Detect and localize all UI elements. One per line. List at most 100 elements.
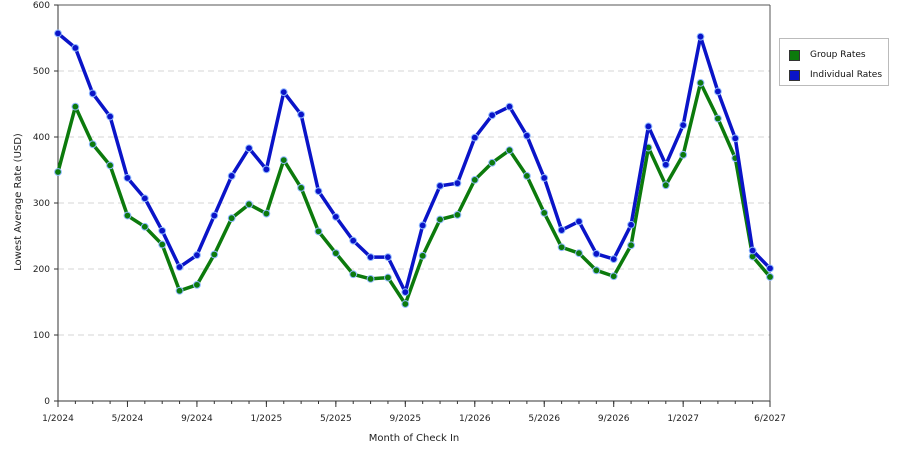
point-individual-rates-15 — [314, 187, 323, 196]
point-individual-rates-27 — [522, 131, 531, 140]
point-individual-rates-12 — [262, 165, 271, 174]
point-group-rates-19 — [384, 273, 392, 282]
y-axis-title: Lowest Average Rate (USD) — [13, 133, 24, 271]
x-tick-label-9/2025: 9/2025 — [389, 414, 421, 424]
series-layer — [54, 29, 774, 308]
point-individual-rates-0 — [54, 29, 62, 38]
grid — [58, 70, 770, 336]
point-group-rates-35 — [661, 181, 670, 190]
point-group-rates-37 — [696, 78, 705, 87]
point-individual-rates-8 — [193, 251, 201, 260]
legend-swatch-group-rates — [789, 49, 800, 61]
point-group-rates-1 — [71, 102, 80, 111]
legend: Group Rates Individual Rates — [779, 38, 889, 86]
point-individual-rates-13 — [279, 88, 288, 97]
point-group-rates-12 — [262, 209, 271, 218]
x-tick-label-5/2024: 5/2024 — [112, 414, 144, 424]
point-group-rates-14 — [297, 183, 306, 192]
point-individual-rates-5 — [140, 194, 149, 203]
point-individual-rates-11 — [245, 144, 253, 153]
x-tick-label-1/2027: 1/2027 — [667, 414, 699, 424]
point-group-rates-16 — [331, 249, 340, 258]
point-group-rates-22 — [436, 215, 444, 224]
series-line-group-rates — [56, 81, 772, 306]
point-individual-rates-23 — [453, 179, 462, 188]
point-individual-rates-28 — [540, 174, 549, 182]
point-group-rates-11 — [245, 200, 253, 209]
point-group-rates-31 — [592, 266, 601, 275]
point-group-rates-29 — [557, 243, 566, 252]
point-group-rates-28 — [540, 209, 549, 217]
point-individual-rates-4 — [123, 174, 132, 182]
y-tick-label-100: 100 — [33, 331, 50, 341]
point-individual-rates-38 — [714, 87, 722, 96]
x-tick-label-9/2024: 9/2024 — [181, 414, 213, 424]
point-group-rates-32 — [609, 272, 618, 281]
point-individual-rates-1 — [71, 44, 80, 52]
point-group-rates-20 — [401, 300, 410, 308]
point-group-rates-21 — [418, 251, 427, 260]
point-individual-rates-26 — [505, 102, 514, 111]
point-individual-rates-10 — [227, 172, 236, 180]
point-group-rates-13 — [279, 156, 288, 165]
y-tick-label-200: 200 — [33, 265, 50, 275]
point-group-rates-24 — [470, 176, 479, 184]
point-individual-rates-29 — [557, 226, 566, 234]
legend-label-group-rates: Group Rates — [810, 50, 866, 60]
point-group-rates-30 — [575, 249, 583, 258]
point-group-rates-3 — [106, 161, 114, 170]
point-group-rates-4 — [123, 211, 132, 220]
x-tick-label-9/2026: 9/2026 — [598, 414, 630, 424]
point-individual-rates-19 — [384, 253, 392, 262]
legend-label-individual-rates: Individual Rates — [810, 70, 883, 80]
point-individual-rates-39 — [731, 134, 740, 143]
point-group-rates-8 — [193, 280, 201, 289]
point-individual-rates-3 — [106, 112, 114, 121]
point-individual-rates-35 — [661, 160, 670, 169]
y-tick-label-600: 600 — [33, 1, 50, 11]
x-tick-label-6/2027: 6/2027 — [754, 414, 786, 424]
point-individual-rates-18 — [366, 253, 375, 262]
point-individual-rates-37 — [696, 32, 705, 41]
point-individual-rates-40 — [748, 246, 757, 255]
point-group-rates-23 — [453, 210, 462, 219]
point-group-rates-38 — [714, 114, 722, 123]
x-axis-title: Month of Check In — [369, 433, 460, 444]
point-group-rates-25 — [488, 158, 497, 167]
point-group-rates-33 — [627, 241, 635, 250]
point-group-rates-41 — [766, 273, 774, 281]
point-individual-rates-20 — [401, 288, 410, 297]
legend-item-individual-rates: Individual Rates — [789, 68, 888, 82]
point-individual-rates-41 — [766, 264, 774, 273]
point-individual-rates-17 — [349, 236, 358, 245]
series-line-individual-rates — [56, 31, 772, 294]
x-tick-label-5/2025: 5/2025 — [320, 414, 352, 424]
point-individual-rates-2 — [88, 89, 97, 98]
point-group-rates-9 — [210, 250, 219, 259]
point-group-rates-26 — [505, 146, 514, 155]
point-individual-rates-25 — [488, 111, 497, 120]
point-individual-rates-36 — [679, 121, 688, 130]
x-tick-label-1/2024: 1/2024 — [42, 414, 74, 424]
point-group-rates-7 — [175, 286, 184, 295]
point-group-rates-10 — [227, 214, 236, 223]
point-group-rates-2 — [88, 140, 97, 149]
point-individual-rates-31 — [592, 249, 601, 258]
point-individual-rates-14 — [297, 110, 306, 119]
y-tick-label-400: 400 — [33, 133, 50, 143]
legend-swatch-individual-rates — [789, 69, 800, 81]
point-individual-rates-21 — [418, 221, 427, 230]
point-group-rates-15 — [314, 227, 323, 236]
point-individual-rates-7 — [175, 263, 184, 271]
axes: 0 100 200 300 400 500 600 1/2024 5/2024 9/2024 1/2… — [33, 1, 786, 424]
point-group-rates-36 — [679, 150, 688, 159]
point-individual-rates-24 — [470, 133, 479, 142]
point-group-rates-0 — [54, 168, 62, 176]
point-individual-rates-9 — [210, 211, 219, 220]
point-group-rates-6 — [158, 240, 167, 249]
x-tick-label-1/2025: 1/2025 — [251, 414, 283, 424]
legend-item-group-rates: Group Rates — [789, 48, 888, 62]
point-group-rates-5 — [140, 222, 149, 231]
point-individual-rates-34 — [644, 122, 653, 131]
